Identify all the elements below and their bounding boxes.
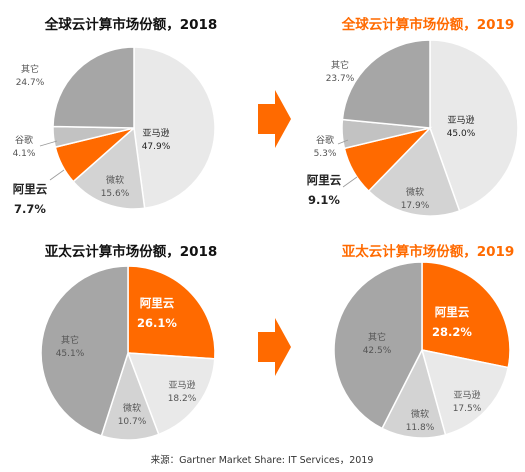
source-note: 来源：Gartner Market Share: IT Services，201… — [151, 455, 374, 466]
label-others-name: 其它 — [61, 334, 79, 346]
chart-title: 亚太云计算市场份额，2019 — [342, 243, 515, 260]
label-amazon-name: 亚马逊 — [168, 380, 195, 391]
label-amazon-name: 亚马逊 — [142, 128, 169, 139]
label-amazon-value: 17.5% — [453, 404, 482, 414]
label-microsoft-name: 微软 — [123, 402, 141, 414]
label-amazon-name: 亚马逊 — [453, 390, 480, 401]
chart-title: 亚太云计算市场份额，2018 — [45, 243, 218, 260]
pie-chart-1: 全球云计算市场份额，2018 亚马逊 47.9% 微软 15.6% 阿里云 7.7% 谷歌 4.… — [13, 16, 218, 216]
label-aliyun-value: 9.1% — [308, 193, 340, 207]
label-microsoft-name: 微软 — [106, 174, 124, 186]
label-others-name: 其它 — [368, 331, 386, 343]
slice-aliyun — [127, 265, 216, 360]
label-aliyun-name: 阿里云 — [13, 182, 48, 196]
label-microsoft-name: 微软 — [411, 408, 429, 420]
label-microsoft-value: 10.7% — [118, 417, 147, 427]
leader-line — [342, 176, 358, 188]
arrow-right-icon — [258, 90, 291, 148]
leader-line — [337, 139, 349, 145]
slice-others — [341, 39, 431, 129]
label-microsoft-name: 微软 — [406, 186, 424, 198]
label-aliyun-value: 7.7% — [14, 202, 46, 216]
slice-microsoft — [367, 126, 461, 217]
label-others-value: 45.1% — [56, 349, 85, 359]
label-google-name: 谷歌 — [15, 134, 33, 146]
label-others-name: 其它 — [21, 63, 39, 75]
slice-amazon — [420, 349, 510, 436]
slice-amazon — [429, 39, 519, 212]
label-aliyun-value: 28.2% — [432, 325, 472, 339]
label-google-value: 4.1% — [13, 149, 36, 159]
leader-line — [39, 140, 58, 147]
label-aliyun-name: 阿里云 — [307, 173, 342, 187]
label-microsoft-value: 11.8% — [406, 423, 435, 433]
label-others-value: 42.5% — [363, 346, 392, 356]
slice-others — [40, 265, 129, 437]
slice-others — [333, 261, 423, 430]
label-google-value: 5.3% — [314, 149, 337, 159]
slice-others — [52, 46, 135, 129]
label-amazon-value: 47.9% — [142, 142, 171, 152]
label-microsoft-value: 17.9% — [401, 201, 430, 211]
leader-line — [49, 169, 65, 181]
label-aliyun-name: 阿里云 — [435, 305, 470, 319]
slice-microsoft — [72, 126, 146, 210]
label-google-name: 谷歌 — [316, 134, 334, 146]
slice-aliyun — [421, 261, 511, 369]
chart-title: 全球云计算市场份额，2018 — [44, 16, 218, 33]
label-aliyun-name: 阿里云 — [140, 296, 175, 310]
label-others-value: 24.7% — [16, 78, 45, 88]
arrow-right-icon — [258, 318, 291, 376]
slice-microsoft — [381, 347, 447, 439]
chart-title: 全球云计算市场份额，2019 — [341, 16, 515, 33]
label-aliyun-value: 26.1% — [137, 316, 177, 330]
label-amazon-name: 亚马逊 — [447, 115, 474, 126]
label-microsoft-value: 15.6% — [101, 189, 130, 199]
slice-amazon — [126, 352, 216, 436]
pie-chart-3: 亚太云计算市场份额，2018 阿里云 26.1% 亚马逊 18.2% 微软 10.7% 其它 4… — [40, 243, 218, 441]
label-others-name: 其它 — [331, 59, 349, 71]
slice-amazon — [133, 46, 216, 210]
pie-chart-2: 全球云计算市场份额，2019 亚马逊 45.0% 微软 17.9% 阿里云 9.1% 谷歌 5.… — [307, 16, 519, 217]
label-amazon-value: 45.0% — [447, 129, 476, 139]
label-amazon-value: 18.2% — [168, 394, 197, 404]
label-others-value: 23.7% — [326, 74, 355, 84]
pie-chart-4: 亚太云计算市场份额，2019 阿里云 28.2% 亚马逊 17.5% 微软 11.8% 其它 4… — [333, 243, 515, 439]
